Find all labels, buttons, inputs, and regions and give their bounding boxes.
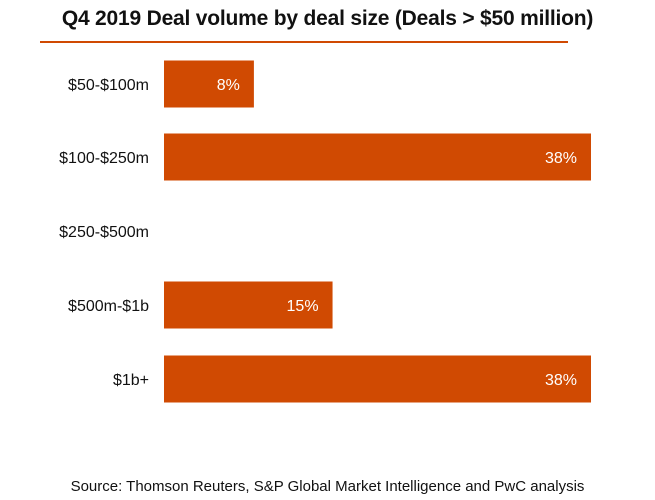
title-underline — [40, 41, 568, 43]
category-label: $100-$250m — [59, 150, 149, 167]
bar — [164, 133, 591, 181]
data-label: 38% — [545, 150, 577, 167]
category-label: $1b+ — [113, 372, 149, 389]
data-label: 15% — [287, 298, 319, 315]
category-label: $500m-$1b — [68, 298, 149, 315]
category-label: $50-$100m — [68, 77, 149, 94]
bar — [164, 281, 333, 329]
bar — [164, 60, 254, 108]
category-label: $250-$500m — [59, 224, 149, 241]
source-note: Source: Thomson Reuters, S&P Global Mark… — [70, 478, 585, 495]
data-label: 8% — [217, 77, 240, 94]
bar — [164, 355, 591, 403]
chart-title: Q4 2019 Deal volume by deal size (Deals … — [61, 7, 594, 30]
data-label: 38% — [545, 372, 577, 389]
